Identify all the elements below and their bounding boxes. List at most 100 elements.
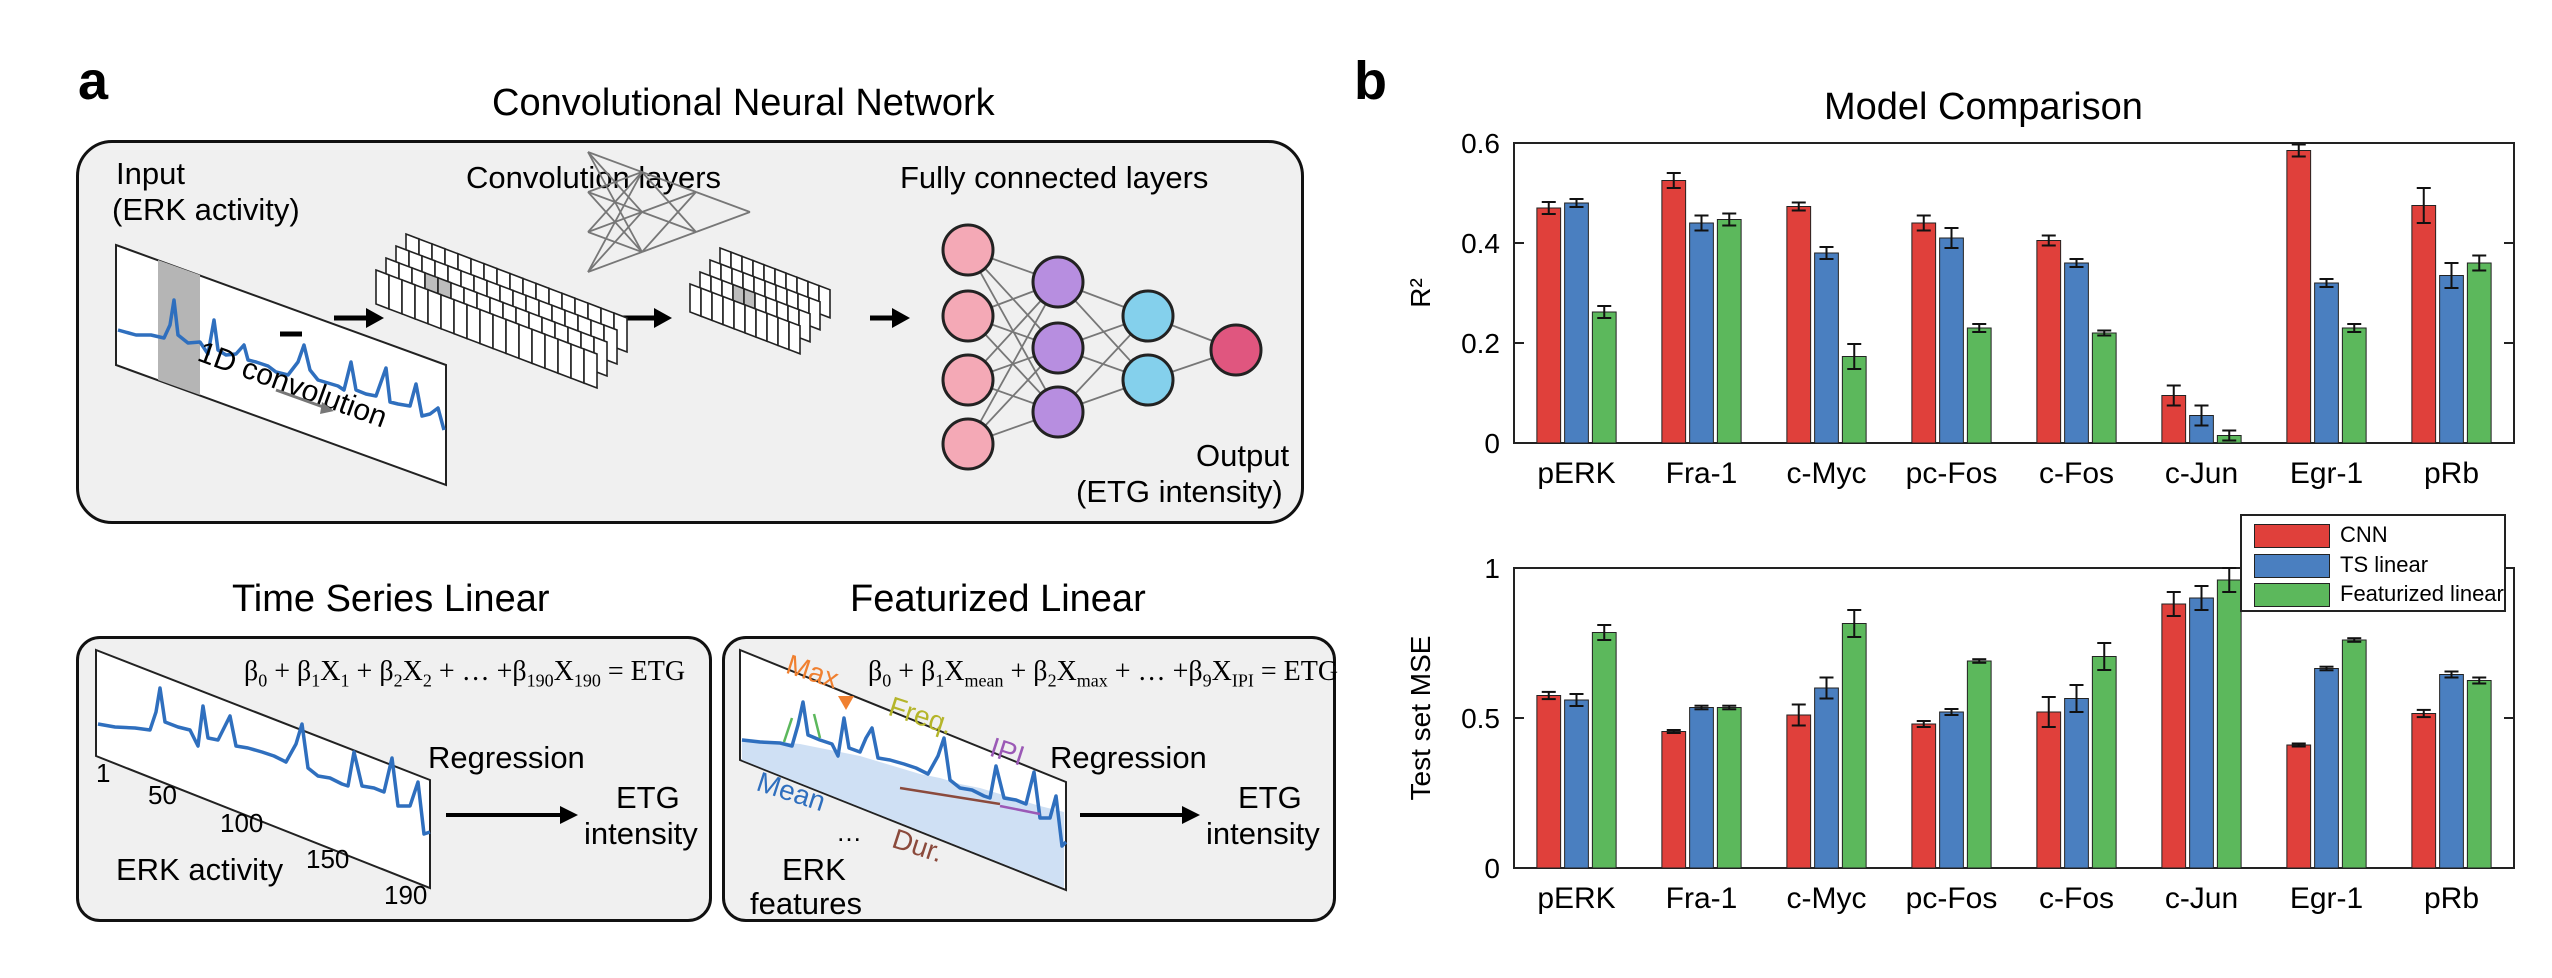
input-sub-label: (ERK activity) xyxy=(112,192,300,227)
x-tick-label: Fra-1 xyxy=(1666,457,1738,490)
equation-part: + β xyxy=(349,656,394,687)
bar xyxy=(1564,202,1589,444)
equation-part: 190 xyxy=(526,670,554,691)
input-label: Input xyxy=(116,156,185,191)
x-tick-label: pERK xyxy=(1537,457,1615,490)
x-tick-label: c-Jun xyxy=(2165,457,2238,490)
feat-output-sub: intensity xyxy=(1206,816,1320,851)
y-tick-label: 0.5 xyxy=(1461,703,1500,734)
y-tick-label: 0.6 xyxy=(1461,128,1500,159)
equation-part: mean xyxy=(964,670,1004,691)
y-tick-label: 1 xyxy=(1484,553,1500,584)
equation-part: 190 xyxy=(573,670,601,691)
feat-mean-fill xyxy=(742,738,1064,888)
feat-max-marker xyxy=(838,696,854,710)
ts-axis-tick-150: 150 xyxy=(306,844,350,874)
ts-axis-tick-100: 100 xyxy=(220,808,264,838)
equation-part: 0 xyxy=(258,670,268,691)
legend-label-ts: TS linear xyxy=(2340,552,2429,577)
y-tick-label: 0 xyxy=(1484,428,1500,459)
equation-part: X xyxy=(320,656,341,687)
bar xyxy=(2216,579,2242,869)
hidden2-node-1 xyxy=(1121,289,1175,343)
equation-part: X xyxy=(402,656,423,687)
x-tick-label: Fra-1 xyxy=(1666,882,1738,915)
bar xyxy=(1939,237,1964,444)
legend-swatch-cnn xyxy=(2254,524,2330,548)
equation-part: 9 xyxy=(1202,670,1212,691)
x-tick-label: pc-Fos xyxy=(1906,457,1998,490)
equation-part: β xyxy=(244,656,259,687)
y-tick-label: 0.2 xyxy=(1461,328,1500,359)
bar xyxy=(2189,597,2214,869)
x-tick-label: c-Myc xyxy=(1787,882,1867,915)
x-tick-label: pc-Fos xyxy=(1906,882,1998,915)
bar xyxy=(1841,623,1867,869)
equation-part: + … +β xyxy=(431,656,527,687)
equation-part: + β xyxy=(267,656,312,687)
equation-part: X xyxy=(944,656,965,687)
ts-output-label: ETG xyxy=(616,780,680,815)
bar xyxy=(1966,327,1992,444)
chart-title: Model Comparison xyxy=(1824,86,2143,128)
conv-cell xyxy=(583,347,598,390)
equation-part: 0 xyxy=(882,670,892,691)
bar xyxy=(2286,150,2312,444)
hidden1-node-1 xyxy=(1031,255,1085,309)
bar xyxy=(2161,603,2187,869)
ts-linear-title: Time Series Linear xyxy=(232,578,550,620)
x-tick-label: c-Myc xyxy=(1787,457,1867,490)
fc-nodes xyxy=(941,223,1263,471)
hidden1-node-3 xyxy=(1031,385,1085,439)
conv-layers-large xyxy=(375,232,628,390)
x-tick-label: c-Jun xyxy=(2165,882,2238,915)
bar xyxy=(1911,723,1937,869)
equation-part: + β xyxy=(891,656,936,687)
legend-label-cnn: CNN xyxy=(2340,522,2388,547)
bar xyxy=(2439,674,2464,869)
bar xyxy=(1689,707,1714,869)
feat-ipi-line xyxy=(999,804,1041,816)
panel-letter-a: a xyxy=(78,51,109,111)
bar xyxy=(1716,707,1742,869)
panel-letter-b: b xyxy=(1354,51,1387,111)
bar xyxy=(1661,731,1687,869)
bar xyxy=(2064,698,2089,869)
legend-label-feat: Featurized linear xyxy=(2340,581,2504,606)
ts-erk-trace xyxy=(97,686,431,836)
conv-layers-small xyxy=(689,246,831,355)
bar xyxy=(1911,222,1937,444)
equation-part: 1 xyxy=(935,670,945,691)
bar xyxy=(2036,240,2062,444)
y-axis-label: Test set MSE xyxy=(1405,636,1436,801)
x-tick-label: pERK xyxy=(1537,882,1615,915)
conv-cell xyxy=(788,320,801,355)
ts-regression-arrow xyxy=(446,806,578,824)
feat-dots-label: … xyxy=(836,817,862,847)
bar xyxy=(2466,680,2492,869)
cnn-title: Convolutional Neural Network xyxy=(492,82,995,124)
fc-layers-title: Fully connected layers xyxy=(900,160,1209,195)
bar xyxy=(2341,327,2367,444)
equation-part: IPI xyxy=(1231,670,1254,691)
feat-erk-trace xyxy=(741,700,1068,848)
ts-signal-slab xyxy=(95,648,431,890)
bar xyxy=(2036,711,2062,869)
cnn-illustration: 1D convolution xyxy=(115,151,751,487)
legend-swatch-feat xyxy=(2254,583,2330,607)
bar xyxy=(2439,275,2464,444)
feat-dur-line xyxy=(899,786,1001,806)
legend-swatch-ts xyxy=(2254,554,2330,578)
bar xyxy=(1814,252,1839,444)
y-axis-label: R² xyxy=(1405,278,1436,308)
feat-output-label: ETG xyxy=(1238,780,1302,815)
equation-part: = ETG xyxy=(600,656,686,687)
ts-axis-tick-1: 1 xyxy=(96,758,111,788)
bar xyxy=(2411,205,2437,444)
ts-axis-tick-190: 190 xyxy=(384,880,428,910)
input-node-3 xyxy=(941,353,995,407)
input-node-1 xyxy=(941,223,995,277)
x-tick-label: Egr-1 xyxy=(2290,882,2363,915)
feat-linear-equation: β0 + β1Xmean + β2Xmax + … +β9XIPI = ETG xyxy=(868,656,1338,692)
